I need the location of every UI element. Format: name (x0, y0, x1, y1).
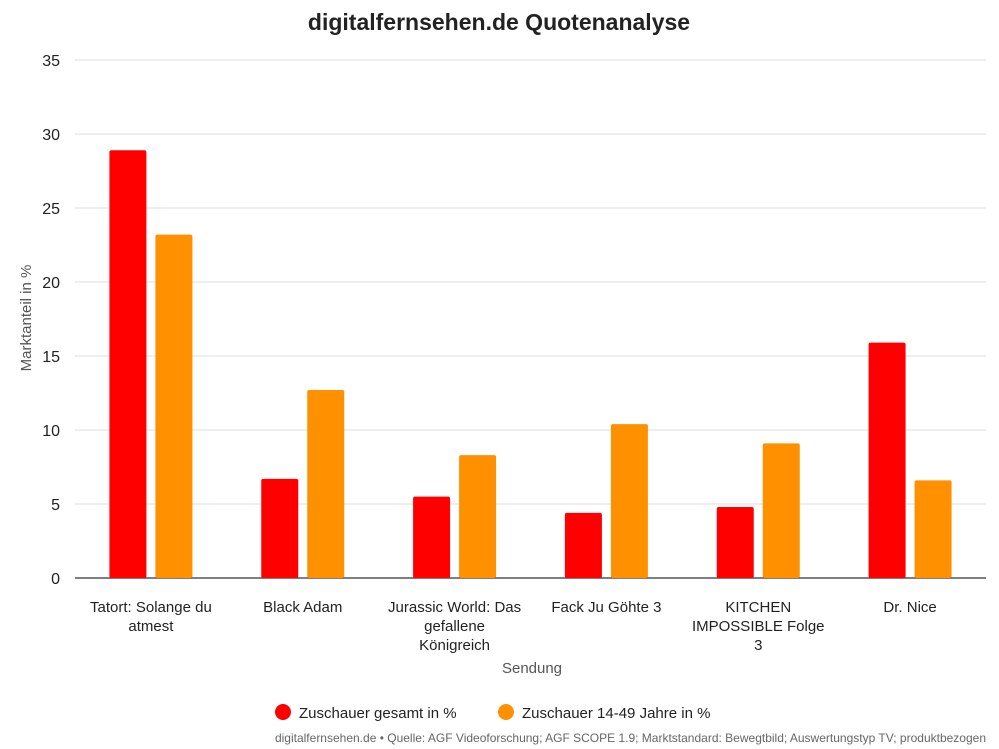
legend-marker (275, 704, 291, 720)
x-category-label: Fack Ju Göhte 3 (551, 599, 661, 616)
legend-label: Zuschauer 14-49 Jahre in % (522, 705, 710, 722)
bar-gesamt-4 (716, 506, 754, 578)
y-tick-label: 30 (42, 127, 60, 144)
bar-gesamt-5 (868, 342, 906, 578)
x-category-label: Jurassic World: Das gefallene Königreich (388, 599, 521, 654)
y-tick-label: 0 (51, 571, 60, 588)
bar-gesamt-3 (564, 512, 602, 578)
bars (109, 150, 952, 578)
bar-gesamt-0 (109, 150, 147, 578)
bar-14-49-1 (307, 390, 345, 578)
chart-title: digitalfernsehen.de Quotenanalyse (308, 9, 690, 35)
x-category-label: Black Adam (263, 599, 342, 616)
bar-14-49-4 (762, 443, 800, 578)
y-tick-label: 5 (51, 497, 60, 514)
y-tick-label: 35 (42, 53, 60, 70)
legend: Zuschauer gesamt in % Zuschauer 14-49 Jah… (275, 704, 710, 722)
x-category-label: Dr. Nice (883, 599, 936, 616)
y-tick-label: 10 (42, 423, 60, 440)
legend-marker (498, 704, 514, 720)
x-category-label: Tatort: Solange du atmest (90, 599, 212, 635)
y-axis-label: Marktanteil in % (18, 265, 35, 372)
y-tick-label: 20 (42, 275, 60, 292)
y-tick-label: 15 (42, 349, 60, 366)
bar-gesamt-1 (261, 478, 299, 578)
source-note: digitalfernsehen.de • Quelle: AGF Videof… (275, 731, 986, 745)
bar-gesamt-2 (413, 496, 451, 578)
x-axis-categories: Tatort: Solange du atmest Black Adam Jurass… (90, 599, 937, 654)
x-axis-label: Sendung (502, 660, 562, 677)
bar-14-49-0 (155, 234, 193, 578)
bar-14-49-2 (459, 455, 497, 578)
bar-14-49-5 (914, 480, 952, 578)
gridlines (75, 59, 986, 579)
legend-label: Zuschauer gesamt in % (299, 705, 457, 722)
x-category-label: KITCHEN IMPOSSIBLE Folge 3 (692, 599, 825, 654)
y-tick-label: 25 (42, 201, 60, 218)
bar-14-49-3 (610, 424, 648, 578)
y-axis-ticks: 0 5 10 15 20 25 30 35 (42, 53, 60, 588)
